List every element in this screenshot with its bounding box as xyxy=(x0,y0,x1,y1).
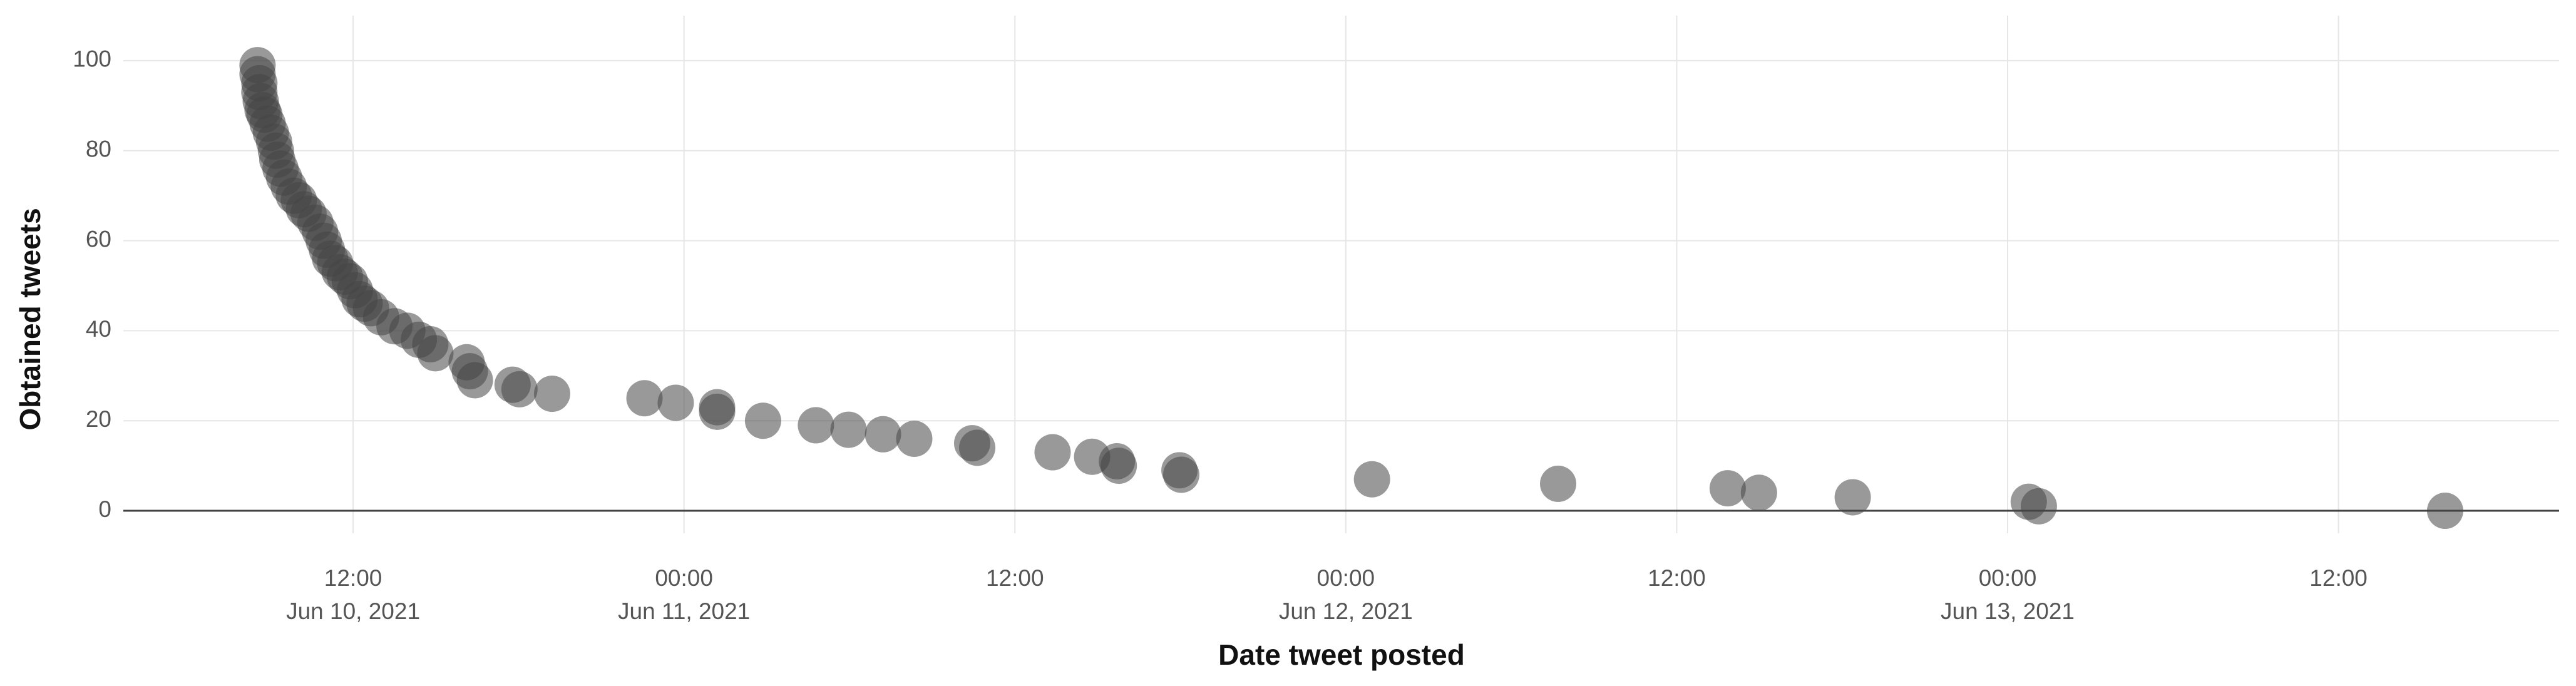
point xyxy=(1034,434,1071,471)
point xyxy=(830,411,867,448)
x-tick-label: 12:00 xyxy=(2309,565,2368,591)
point xyxy=(744,402,781,439)
x-tick-label: 00:00 xyxy=(1317,565,1375,591)
x-tick-label: 12:00 xyxy=(1648,565,1706,591)
point xyxy=(501,371,538,407)
point xyxy=(533,376,570,412)
point xyxy=(2020,488,2057,525)
point xyxy=(1353,461,1390,498)
point xyxy=(699,393,736,430)
y-tick-label: 40 xyxy=(86,316,111,342)
point xyxy=(1101,448,1137,484)
point xyxy=(2426,493,2463,530)
point xyxy=(1740,474,1777,511)
y-axis-title: Obtained tweets xyxy=(14,208,46,430)
y-tick-label: 60 xyxy=(86,226,111,252)
point xyxy=(798,407,834,444)
x-tick-label: 00:00 xyxy=(655,565,713,591)
y-tick-label: 80 xyxy=(86,136,111,162)
point xyxy=(896,420,933,457)
x-tick-label: Jun 13, 2021 xyxy=(1941,598,2075,624)
point xyxy=(417,335,454,372)
point xyxy=(865,416,901,453)
x-axis-title: Date tweet posted xyxy=(1218,638,1465,671)
y-tick-label: 0 xyxy=(98,496,111,522)
point xyxy=(626,380,663,417)
point xyxy=(456,362,493,399)
x-tick-label: 12:00 xyxy=(324,565,382,591)
point xyxy=(1709,470,1746,507)
point xyxy=(657,384,694,421)
point xyxy=(959,429,996,466)
point xyxy=(1163,456,1200,493)
x-tick-label: Jun 12, 2021 xyxy=(1279,598,1413,624)
point xyxy=(1834,479,1871,516)
x-tick-label: 12:00 xyxy=(986,565,1044,591)
x-tick-label: Jun 10, 2021 xyxy=(286,598,420,624)
y-tick-label: 20 xyxy=(86,406,111,432)
x-tick-label: 00:00 xyxy=(1979,565,2037,591)
x-tick-label: Jun 11, 2021 xyxy=(618,598,750,624)
point xyxy=(1540,465,1577,502)
y-tick-label: 100 xyxy=(73,46,111,72)
